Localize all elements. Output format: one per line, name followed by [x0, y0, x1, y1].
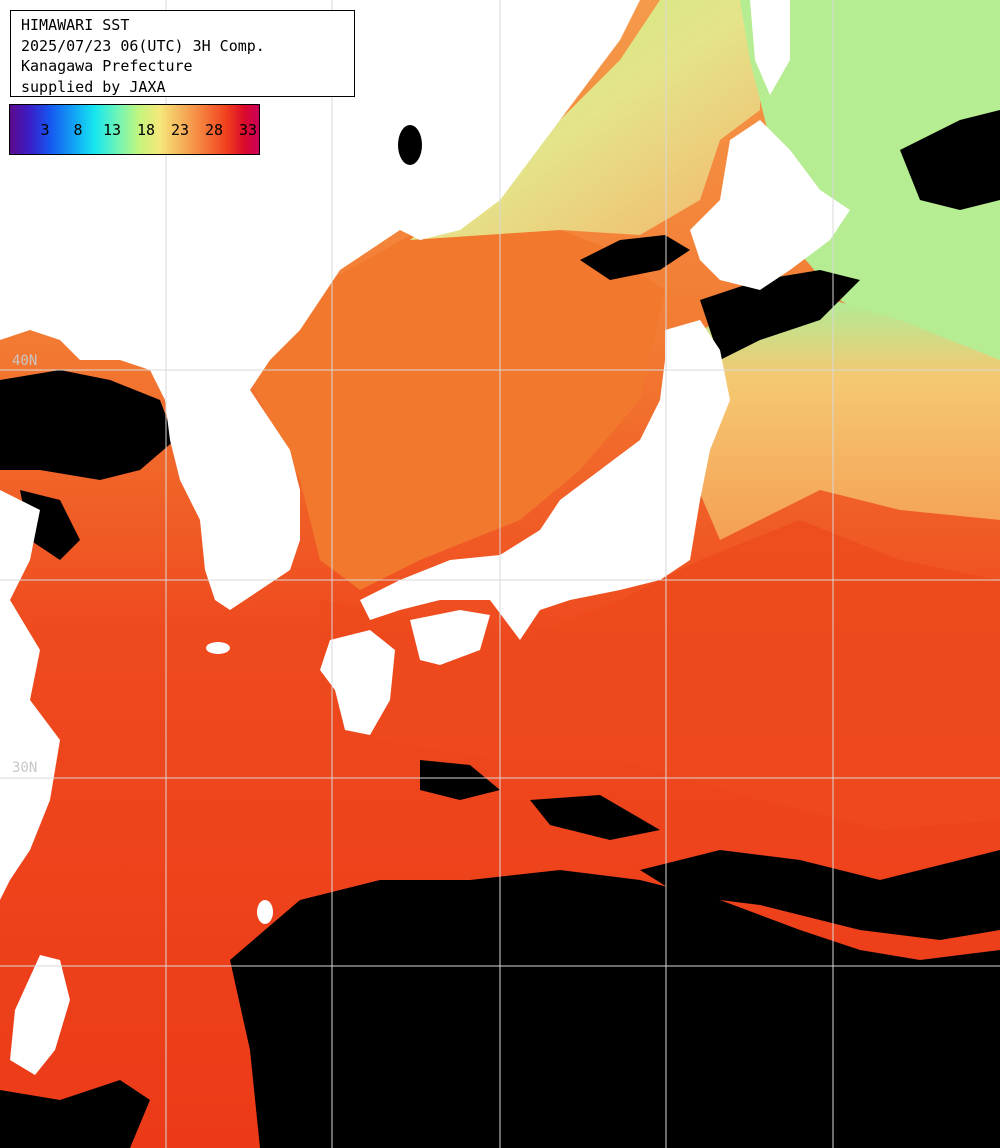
cloud-south	[230, 870, 1000, 1148]
land-kyushu	[320, 630, 395, 735]
land-island-1	[398, 125, 422, 165]
scale-tick: 23	[170, 121, 190, 139]
cloud-southwest	[0, 1080, 150, 1148]
timestamp-line: 2025/07/23 06(UTC) 3H Comp.	[21, 36, 265, 55]
land-china-coast	[0, 490, 60, 900]
scale-tick: 18	[136, 121, 156, 139]
land-island-3	[257, 900, 273, 924]
supplier-line: supplied by JAXA	[21, 77, 166, 96]
region-line: Kanagawa Prefecture	[21, 57, 193, 75]
northeast-cool-water	[740, 0, 1000, 360]
sea-of-japan	[250, 215, 665, 590]
land-island-jeju	[206, 642, 230, 654]
kuroshio-warm-band	[320, 520, 1000, 830]
cloud-sea-of-japan-north	[580, 235, 690, 280]
title-box: HIMAWARI SST 2025/07/23 06(UTC) 3H Comp.…	[10, 10, 355, 97]
title-line: HIMAWARI SST	[21, 16, 130, 34]
lat-label-40n: 40N	[12, 353, 38, 369]
cloud-southeast-streak	[640, 850, 1000, 940]
land-shikoku	[410, 610, 490, 665]
cloud-hokkaido-east	[900, 110, 1000, 210]
land-taiwan	[10, 955, 70, 1075]
land-sakhalin	[750, 0, 790, 95]
scale-tick: 3	[40, 121, 50, 139]
scale-tick: 28	[204, 121, 224, 139]
lat-label-30n: 30N	[12, 760, 38, 776]
cloud-tohoku-offshore	[700, 270, 860, 360]
land-honshu	[360, 320, 730, 640]
scale-tick: 13	[102, 121, 122, 139]
cloud-band-2	[420, 760, 500, 800]
scale-tick: 33	[238, 121, 258, 139]
land-hokkaido	[690, 120, 850, 290]
cloud-west-coast	[0, 370, 175, 480]
northeast-transition	[690, 290, 1000, 540]
cloud-band-1	[530, 795, 660, 840]
sst-color-scale: 3 8 13 18 23 28 33	[9, 104, 260, 155]
scale-tick: 8	[73, 121, 83, 139]
